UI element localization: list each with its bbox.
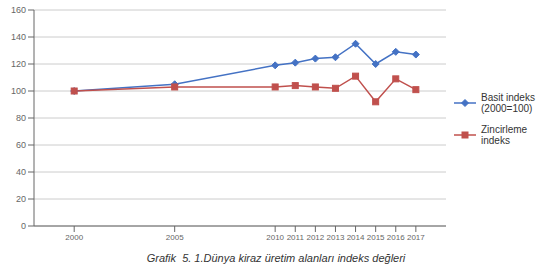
svg-text:2011: 2011 <box>287 233 305 242</box>
svg-text:140: 140 <box>11 32 26 42</box>
html-text:Zincirleme: Zincirleme <box>481 124 528 135</box>
svg-text:2012: 2012 <box>306 233 324 242</box>
html-text:indeks: indeks <box>481 135 510 146</box>
html-text:Basit indeks: Basit indeks <box>481 92 535 103</box>
svg-text:60: 60 <box>16 140 26 150</box>
svg-text:20: 20 <box>16 194 26 204</box>
svg-text:2014: 2014 <box>347 233 365 242</box>
html-text:Grafik 5. 1.Dünya kiraz üretim: Grafik 5. 1.Dünya kiraz üretim alanları … <box>146 252 406 264</box>
svg-text:2015: 2015 <box>367 233 385 242</box>
svg-text:2013: 2013 <box>327 233 345 242</box>
svg-text:2010: 2010 <box>266 233 284 242</box>
svg-text:2000: 2000 <box>65 233 83 242</box>
svg-text:160: 160 <box>11 5 26 15</box>
svg-text:0: 0 <box>21 221 26 231</box>
svg-text:40: 40 <box>16 167 26 177</box>
svg-text:100: 100 <box>11 86 26 96</box>
svg-text:2017: 2017 <box>407 233 425 242</box>
svg-text:2005: 2005 <box>166 233 184 242</box>
svg-text:2016: 2016 <box>387 233 405 242</box>
svg-text:120: 120 <box>11 59 26 69</box>
html-text:(2000=100): (2000=100) <box>481 103 533 114</box>
svg-text:80: 80 <box>16 113 26 123</box>
